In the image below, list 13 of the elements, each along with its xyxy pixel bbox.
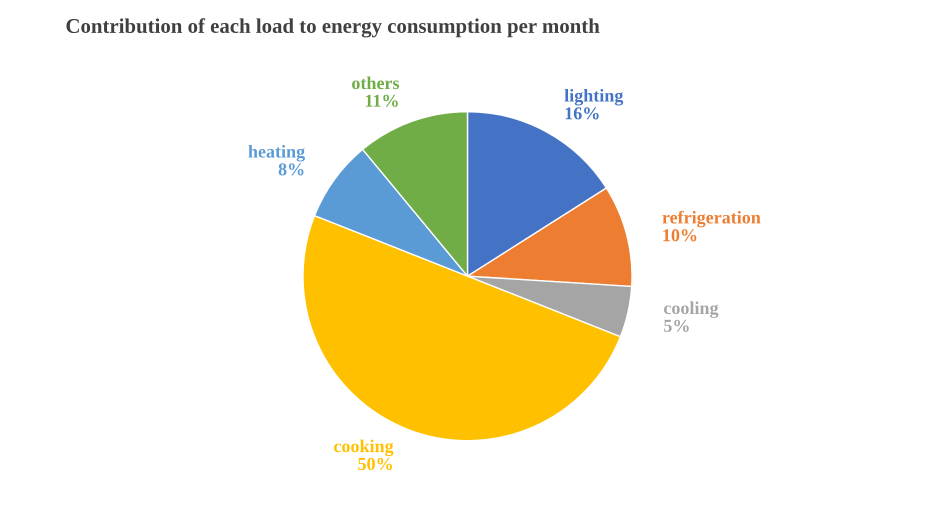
chart-title: Contribution of each load to energy consumption per month [66,18,600,38]
slice-label: lighting [564,88,624,106]
data-label: 5% [664,320,689,332]
data-label: 11% [366,94,398,107]
data-label: 50% [358,458,392,470]
slice-label: cooling [664,301,718,318]
data-label: 8% [278,163,304,176]
slice-label: others [352,76,400,90]
slice-label: heating [248,144,305,162]
slice-label: cooking [334,440,394,456]
data-label: 10% [663,229,696,242]
slice-label: refrigeration [662,210,761,228]
data-label: 16% [566,107,599,120]
